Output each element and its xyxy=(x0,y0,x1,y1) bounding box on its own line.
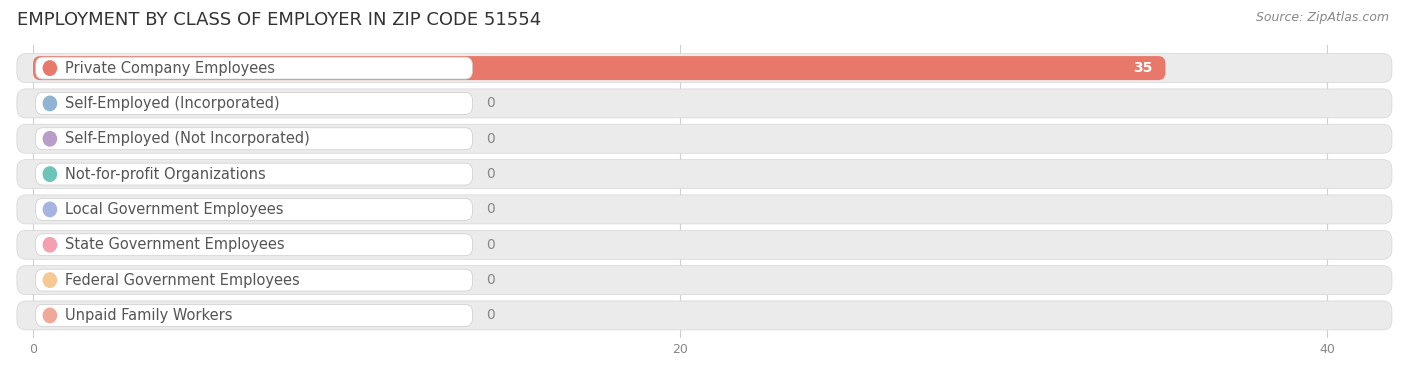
Text: 0: 0 xyxy=(486,96,495,111)
Text: 0: 0 xyxy=(486,202,495,217)
Circle shape xyxy=(44,61,56,75)
Text: Self-Employed (Not Incorporated): Self-Employed (Not Incorporated) xyxy=(66,131,311,146)
FancyBboxPatch shape xyxy=(35,234,472,256)
Text: Unpaid Family Workers: Unpaid Family Workers xyxy=(66,308,233,323)
Text: 35: 35 xyxy=(1133,61,1153,75)
Text: Not-for-profit Organizations: Not-for-profit Organizations xyxy=(66,167,266,182)
FancyBboxPatch shape xyxy=(35,163,472,185)
FancyBboxPatch shape xyxy=(35,57,472,79)
Circle shape xyxy=(44,132,56,146)
Text: 0: 0 xyxy=(486,132,495,146)
Text: State Government Employees: State Government Employees xyxy=(66,237,285,252)
FancyBboxPatch shape xyxy=(35,199,472,220)
Circle shape xyxy=(44,238,56,252)
FancyBboxPatch shape xyxy=(17,159,1392,189)
FancyBboxPatch shape xyxy=(17,301,1392,330)
FancyBboxPatch shape xyxy=(35,128,472,150)
Circle shape xyxy=(44,273,56,287)
FancyBboxPatch shape xyxy=(17,195,1392,224)
Text: Private Company Employees: Private Company Employees xyxy=(66,61,276,76)
Text: Self-Employed (Incorporated): Self-Employed (Incorporated) xyxy=(66,96,280,111)
Circle shape xyxy=(44,202,56,217)
Text: 0: 0 xyxy=(486,167,495,181)
FancyBboxPatch shape xyxy=(35,92,472,114)
Text: Federal Government Employees: Federal Government Employees xyxy=(66,273,299,288)
FancyBboxPatch shape xyxy=(17,230,1392,259)
Circle shape xyxy=(44,308,56,323)
FancyBboxPatch shape xyxy=(35,269,472,291)
Text: Source: ZipAtlas.com: Source: ZipAtlas.com xyxy=(1256,11,1389,24)
FancyBboxPatch shape xyxy=(17,89,1392,118)
Text: EMPLOYMENT BY CLASS OF EMPLOYER IN ZIP CODE 51554: EMPLOYMENT BY CLASS OF EMPLOYER IN ZIP C… xyxy=(17,11,541,29)
Circle shape xyxy=(44,167,56,181)
FancyBboxPatch shape xyxy=(35,305,472,326)
Text: 0: 0 xyxy=(486,273,495,287)
FancyBboxPatch shape xyxy=(17,265,1392,294)
Text: 0: 0 xyxy=(486,238,495,252)
Text: Local Government Employees: Local Government Employees xyxy=(66,202,284,217)
Text: 0: 0 xyxy=(486,308,495,323)
FancyBboxPatch shape xyxy=(17,124,1392,153)
FancyBboxPatch shape xyxy=(34,56,1166,80)
FancyBboxPatch shape xyxy=(17,54,1392,83)
Circle shape xyxy=(44,96,56,111)
